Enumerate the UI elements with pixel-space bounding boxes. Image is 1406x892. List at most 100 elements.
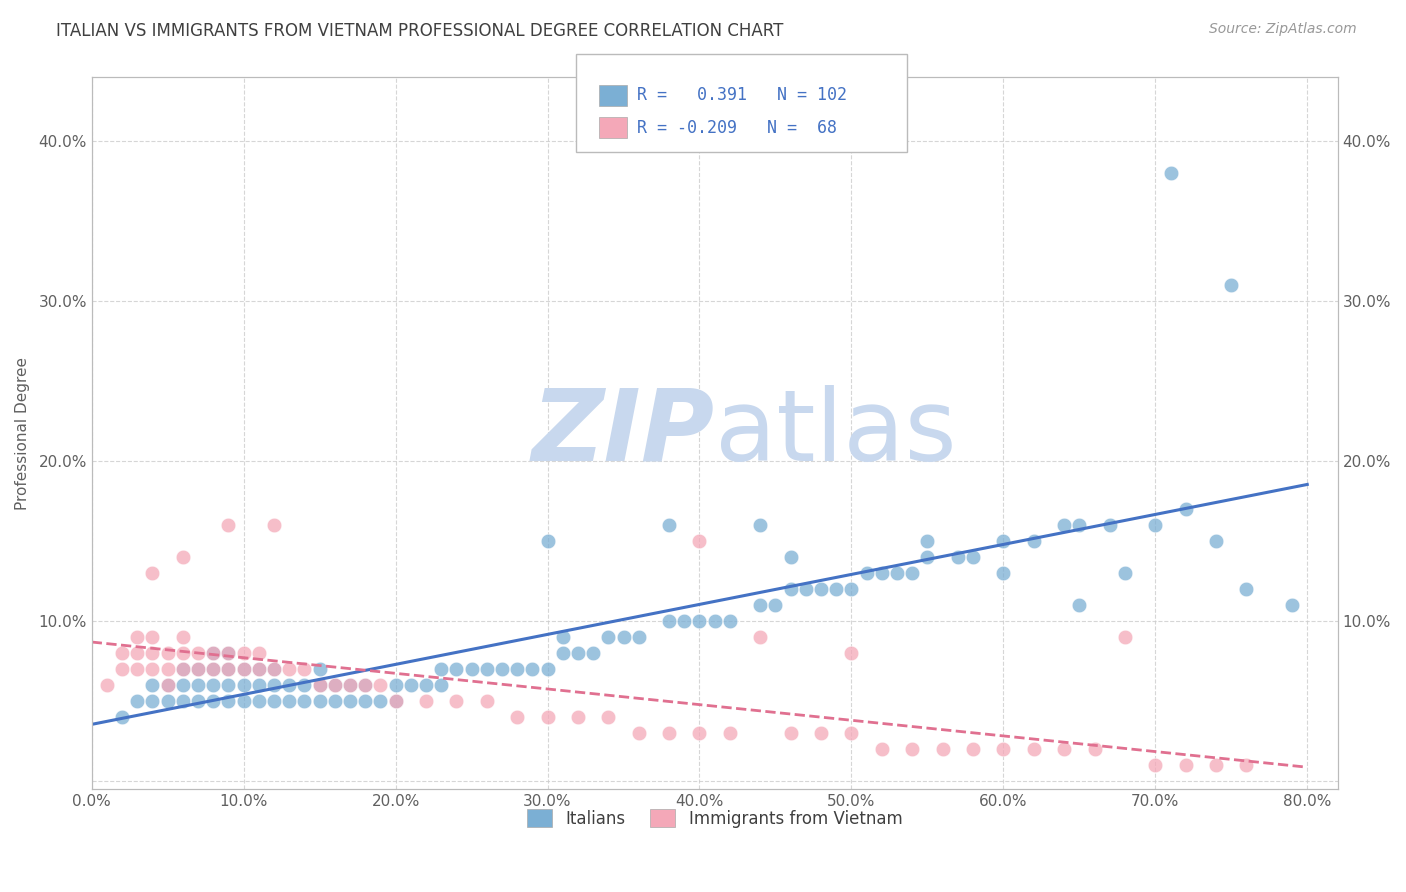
Point (217, 646, 239, 660)
Point (522, 662, 544, 676)
Point (779, 550, 801, 565)
Point (96, 678, 118, 692)
Point (1236, 582, 1258, 597)
Text: ZIP: ZIP (531, 384, 714, 482)
Point (612, 630, 634, 644)
Point (308, 678, 330, 692)
Point (446, 694, 468, 708)
Point (187, 694, 209, 708)
Point (172, 662, 194, 676)
Point (370, 678, 392, 692)
Point (127, 662, 149, 676)
Point (384, 694, 406, 708)
Point (156, 694, 179, 708)
Point (278, 662, 301, 676)
Point (917, 534, 939, 549)
Point (688, 614, 710, 628)
Point (1053, 518, 1076, 533)
Point (1205, 758, 1227, 772)
Point (384, 678, 406, 692)
Point (399, 678, 422, 692)
Point (202, 662, 225, 676)
Point (141, 646, 163, 660)
Point (1098, 518, 1121, 533)
Point (810, 582, 832, 597)
Point (187, 662, 209, 676)
Point (111, 662, 134, 676)
Point (688, 534, 710, 549)
Point (841, 582, 863, 597)
Point (536, 662, 558, 676)
Point (551, 630, 574, 644)
Point (779, 582, 801, 597)
Point (232, 662, 254, 676)
Text: Source: ZipAtlas.com: Source: ZipAtlas.com (1209, 22, 1357, 37)
Point (536, 710, 558, 724)
Point (962, 742, 984, 756)
Point (1144, 758, 1167, 772)
Point (415, 678, 437, 692)
Point (658, 614, 681, 628)
Point (156, 678, 179, 692)
Point (156, 678, 179, 692)
Point (506, 710, 529, 724)
Point (658, 726, 681, 740)
Point (962, 550, 984, 565)
Point (794, 582, 817, 597)
Point (263, 678, 285, 692)
Point (1205, 534, 1227, 549)
Point (111, 646, 134, 660)
Point (217, 694, 239, 708)
Text: R = -0.209   N =  68: R = -0.209 N = 68 (637, 119, 837, 136)
Point (247, 694, 270, 708)
Point (232, 662, 254, 676)
Point (308, 678, 330, 692)
Point (127, 630, 149, 644)
Point (810, 726, 832, 740)
Point (202, 694, 225, 708)
Point (1022, 742, 1045, 756)
Point (582, 646, 605, 660)
Point (141, 678, 163, 692)
Point (825, 582, 848, 597)
Point (1053, 742, 1076, 756)
Point (308, 694, 330, 708)
Point (1174, 758, 1197, 772)
Point (658, 518, 681, 533)
Point (886, 566, 908, 581)
Point (156, 646, 179, 660)
Point (460, 662, 482, 676)
Point (278, 678, 301, 692)
Point (172, 550, 194, 565)
Point (901, 566, 924, 581)
Point (141, 662, 163, 676)
Point (232, 678, 254, 692)
Point (141, 566, 163, 581)
Point (993, 534, 1015, 549)
Point (127, 694, 149, 708)
Point (323, 678, 346, 692)
Point (263, 662, 285, 676)
Point (232, 646, 254, 660)
Point (172, 694, 194, 708)
Point (1160, 166, 1182, 180)
Point (688, 726, 710, 740)
Point (1022, 534, 1045, 549)
Point (127, 646, 149, 660)
Point (172, 678, 194, 692)
Point (1281, 599, 1303, 613)
Point (187, 646, 209, 660)
Point (141, 630, 163, 644)
Point (294, 662, 316, 676)
Point (354, 678, 377, 692)
Point (946, 550, 969, 565)
Point (263, 694, 285, 708)
Point (339, 694, 361, 708)
Point (627, 726, 650, 740)
Point (247, 678, 270, 692)
Point (415, 694, 437, 708)
Point (598, 710, 620, 724)
Point (172, 630, 194, 644)
Point (491, 662, 513, 676)
Point (156, 662, 179, 676)
